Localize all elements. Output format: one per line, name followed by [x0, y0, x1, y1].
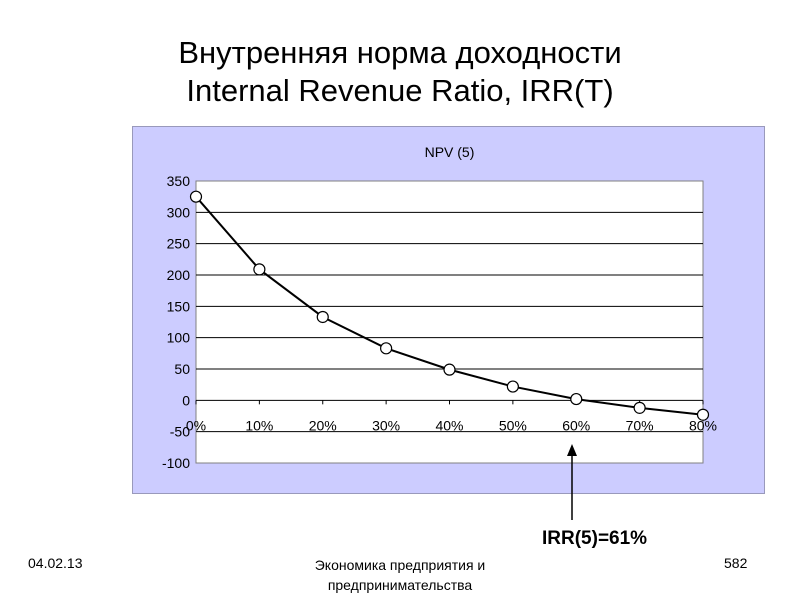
y-tick-label: 0: [182, 392, 190, 408]
course-name: Экономика предприятия и предпринимательс…: [290, 555, 510, 595]
y-tick-label: 250: [167, 236, 191, 252]
data-point: [443, 363, 456, 376]
y-tick-label: 350: [167, 173, 191, 189]
data-point: [570, 392, 583, 406]
data-point: [253, 263, 266, 276]
x-tick-label: 70%: [626, 417, 654, 433]
chart-title: NPV (5): [425, 144, 475, 160]
y-tick-label: 50: [174, 361, 190, 377]
data-point: [380, 342, 393, 355]
x-tick-label: 50%: [499, 417, 527, 433]
x-tick-label: 10%: [245, 417, 273, 433]
y-tick-label: -50: [170, 424, 190, 440]
data-point: [316, 310, 329, 324]
page-number: 582: [724, 555, 748, 571]
slide-title-line-1: Внутренняя норма доходности: [178, 35, 622, 70]
y-tick-label: 200: [167, 267, 191, 283]
y-tick-label: 300: [167, 204, 191, 220]
y-tick-label: 100: [167, 330, 191, 346]
data-point: [696, 408, 710, 421]
x-tick-label: 40%: [435, 417, 463, 433]
x-tick-label: 60%: [562, 417, 590, 433]
course-name-line-2: предпринимательства: [327, 577, 473, 593]
slide-title-line-2: Internal Revenue Ratio, IRR(T): [186, 73, 614, 108]
x-tick-label: 80%: [689, 417, 717, 433]
slide-date: 04.02.13: [28, 555, 83, 571]
data-point: [189, 190, 203, 203]
data-point: [506, 380, 519, 393]
x-tick-label: 20%: [309, 417, 337, 433]
x-tick-label: 30%: [372, 417, 400, 433]
npv-chart: NPV (5) 350 300 250 200 150 100 50 0 -50 -100 0% 10%…: [162, 144, 717, 471]
course-name-line-1: Экономика предприятия и: [314, 557, 486, 573]
data-point: [633, 401, 646, 414]
y-tick-label: 150: [167, 298, 191, 314]
chart-area: NPV (5) 350 300 250 200 150 100 50 0 -50 -100 0% 10%…: [132, 126, 765, 494]
irr-annotation: IRR(5)=61%: [542, 528, 648, 549]
x-tick-label: 0%: [186, 417, 206, 433]
y-tick-label: -100: [162, 455, 190, 471]
plot-area: [195, 180, 704, 464]
